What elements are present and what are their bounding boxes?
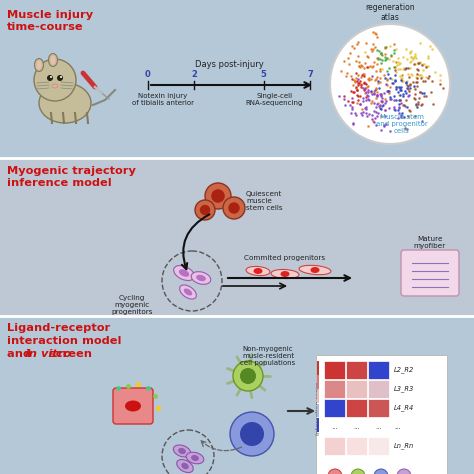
Bar — [324, 361, 345, 379]
Circle shape — [328, 469, 342, 474]
Ellipse shape — [254, 268, 263, 274]
Text: Quiescent
muscle
stem cells: Quiescent muscle stem cells — [246, 191, 283, 211]
Ellipse shape — [191, 272, 211, 284]
Text: and: and — [7, 349, 35, 359]
Circle shape — [233, 361, 263, 391]
Bar — [346, 361, 367, 379]
Bar — [317, 361, 319, 374]
FancyBboxPatch shape — [401, 250, 459, 296]
Text: Ln_Rn: Ln_Rn — [394, 443, 414, 449]
Bar — [324, 437, 345, 455]
Text: ...: ... — [332, 424, 338, 430]
Text: Mature
myofiber: Mature myofiber — [414, 236, 446, 249]
Text: screen: screen — [45, 349, 92, 359]
FancyBboxPatch shape — [113, 388, 153, 424]
Circle shape — [34, 59, 76, 101]
Ellipse shape — [180, 285, 196, 299]
Text: Muscle stem
and progenitor
cells: Muscle stem and progenitor cells — [376, 114, 428, 134]
Text: Interaction score: Interaction score — [317, 382, 321, 435]
Bar — [346, 437, 367, 455]
Ellipse shape — [310, 267, 319, 273]
Circle shape — [230, 412, 274, 456]
Text: Muscle injury
time-course: Muscle injury time-course — [7, 10, 93, 32]
Text: L2_R2: L2_R2 — [394, 366, 414, 374]
Text: Ligand-receptor: Ligand-receptor — [7, 323, 110, 333]
Text: Muscle
regeneration
atlas: Muscle regeneration atlas — [365, 0, 415, 22]
FancyBboxPatch shape — [0, 158, 474, 316]
Ellipse shape — [281, 271, 290, 277]
Ellipse shape — [196, 275, 206, 281]
Ellipse shape — [35, 58, 44, 72]
Ellipse shape — [299, 265, 331, 275]
Bar — [317, 404, 319, 418]
Circle shape — [223, 197, 245, 219]
Circle shape — [195, 200, 215, 220]
Text: Non-myogenic
musle-resident
cell populations: Non-myogenic musle-resident cell populat… — [240, 346, 296, 366]
Ellipse shape — [173, 265, 194, 281]
Bar — [317, 418, 319, 432]
Bar — [324, 380, 345, 398]
Text: Myogenic trajectory
inference model: Myogenic trajectory inference model — [7, 166, 136, 188]
Circle shape — [211, 189, 225, 203]
Circle shape — [240, 422, 264, 446]
Ellipse shape — [191, 455, 199, 461]
Text: 7: 7 — [307, 70, 313, 79]
Bar — [346, 380, 367, 398]
Circle shape — [228, 202, 240, 214]
Ellipse shape — [39, 83, 91, 123]
Text: L4_R4: L4_R4 — [394, 405, 414, 411]
Ellipse shape — [36, 61, 42, 70]
Circle shape — [50, 76, 52, 78]
Circle shape — [47, 75, 53, 81]
Bar — [317, 375, 319, 389]
Ellipse shape — [173, 445, 191, 457]
Text: ...: ... — [394, 424, 401, 430]
Circle shape — [397, 469, 411, 474]
Ellipse shape — [271, 269, 299, 279]
Text: Notexin injury
of tibialis anterior: Notexin injury of tibialis anterior — [132, 93, 194, 106]
Ellipse shape — [48, 54, 57, 66]
Text: in vitro: in vitro — [25, 349, 71, 359]
Circle shape — [330, 24, 450, 144]
Ellipse shape — [52, 84, 58, 88]
Bar — [317, 390, 319, 403]
Text: ...: ... — [354, 424, 360, 430]
Text: 2: 2 — [191, 70, 197, 79]
Ellipse shape — [179, 269, 189, 277]
Circle shape — [205, 183, 231, 209]
Ellipse shape — [184, 289, 192, 295]
Text: interaction model: interaction model — [7, 336, 121, 346]
Ellipse shape — [125, 401, 141, 411]
Text: ...: ... — [375, 424, 383, 430]
Circle shape — [57, 75, 63, 81]
Text: 5: 5 — [261, 70, 267, 79]
Bar — [368, 380, 389, 398]
Text: 0: 0 — [145, 70, 151, 79]
Text: Single-cell
RNA-sequencing: Single-cell RNA-sequencing — [246, 93, 303, 106]
Ellipse shape — [178, 448, 186, 454]
Circle shape — [374, 469, 388, 474]
Text: Cycling
myogenic
progenitors: Cycling myogenic progenitors — [111, 295, 153, 315]
Bar — [368, 437, 389, 455]
Bar — [368, 399, 389, 417]
Circle shape — [240, 368, 256, 384]
Ellipse shape — [246, 266, 270, 275]
Ellipse shape — [186, 452, 204, 464]
Ellipse shape — [177, 459, 193, 473]
Ellipse shape — [51, 55, 55, 64]
Circle shape — [200, 205, 210, 215]
Text: L3_R3: L3_R3 — [394, 386, 414, 392]
Ellipse shape — [181, 463, 189, 469]
Circle shape — [351, 469, 365, 474]
FancyBboxPatch shape — [0, 0, 474, 158]
Bar — [324, 399, 345, 417]
Text: Commited progenitors: Commited progenitors — [245, 255, 326, 261]
Bar — [346, 399, 367, 417]
Circle shape — [60, 76, 62, 78]
FancyBboxPatch shape — [0, 316, 474, 474]
Bar — [368, 361, 389, 379]
Text: Days post-injury: Days post-injury — [195, 60, 264, 69]
FancyBboxPatch shape — [316, 355, 447, 474]
